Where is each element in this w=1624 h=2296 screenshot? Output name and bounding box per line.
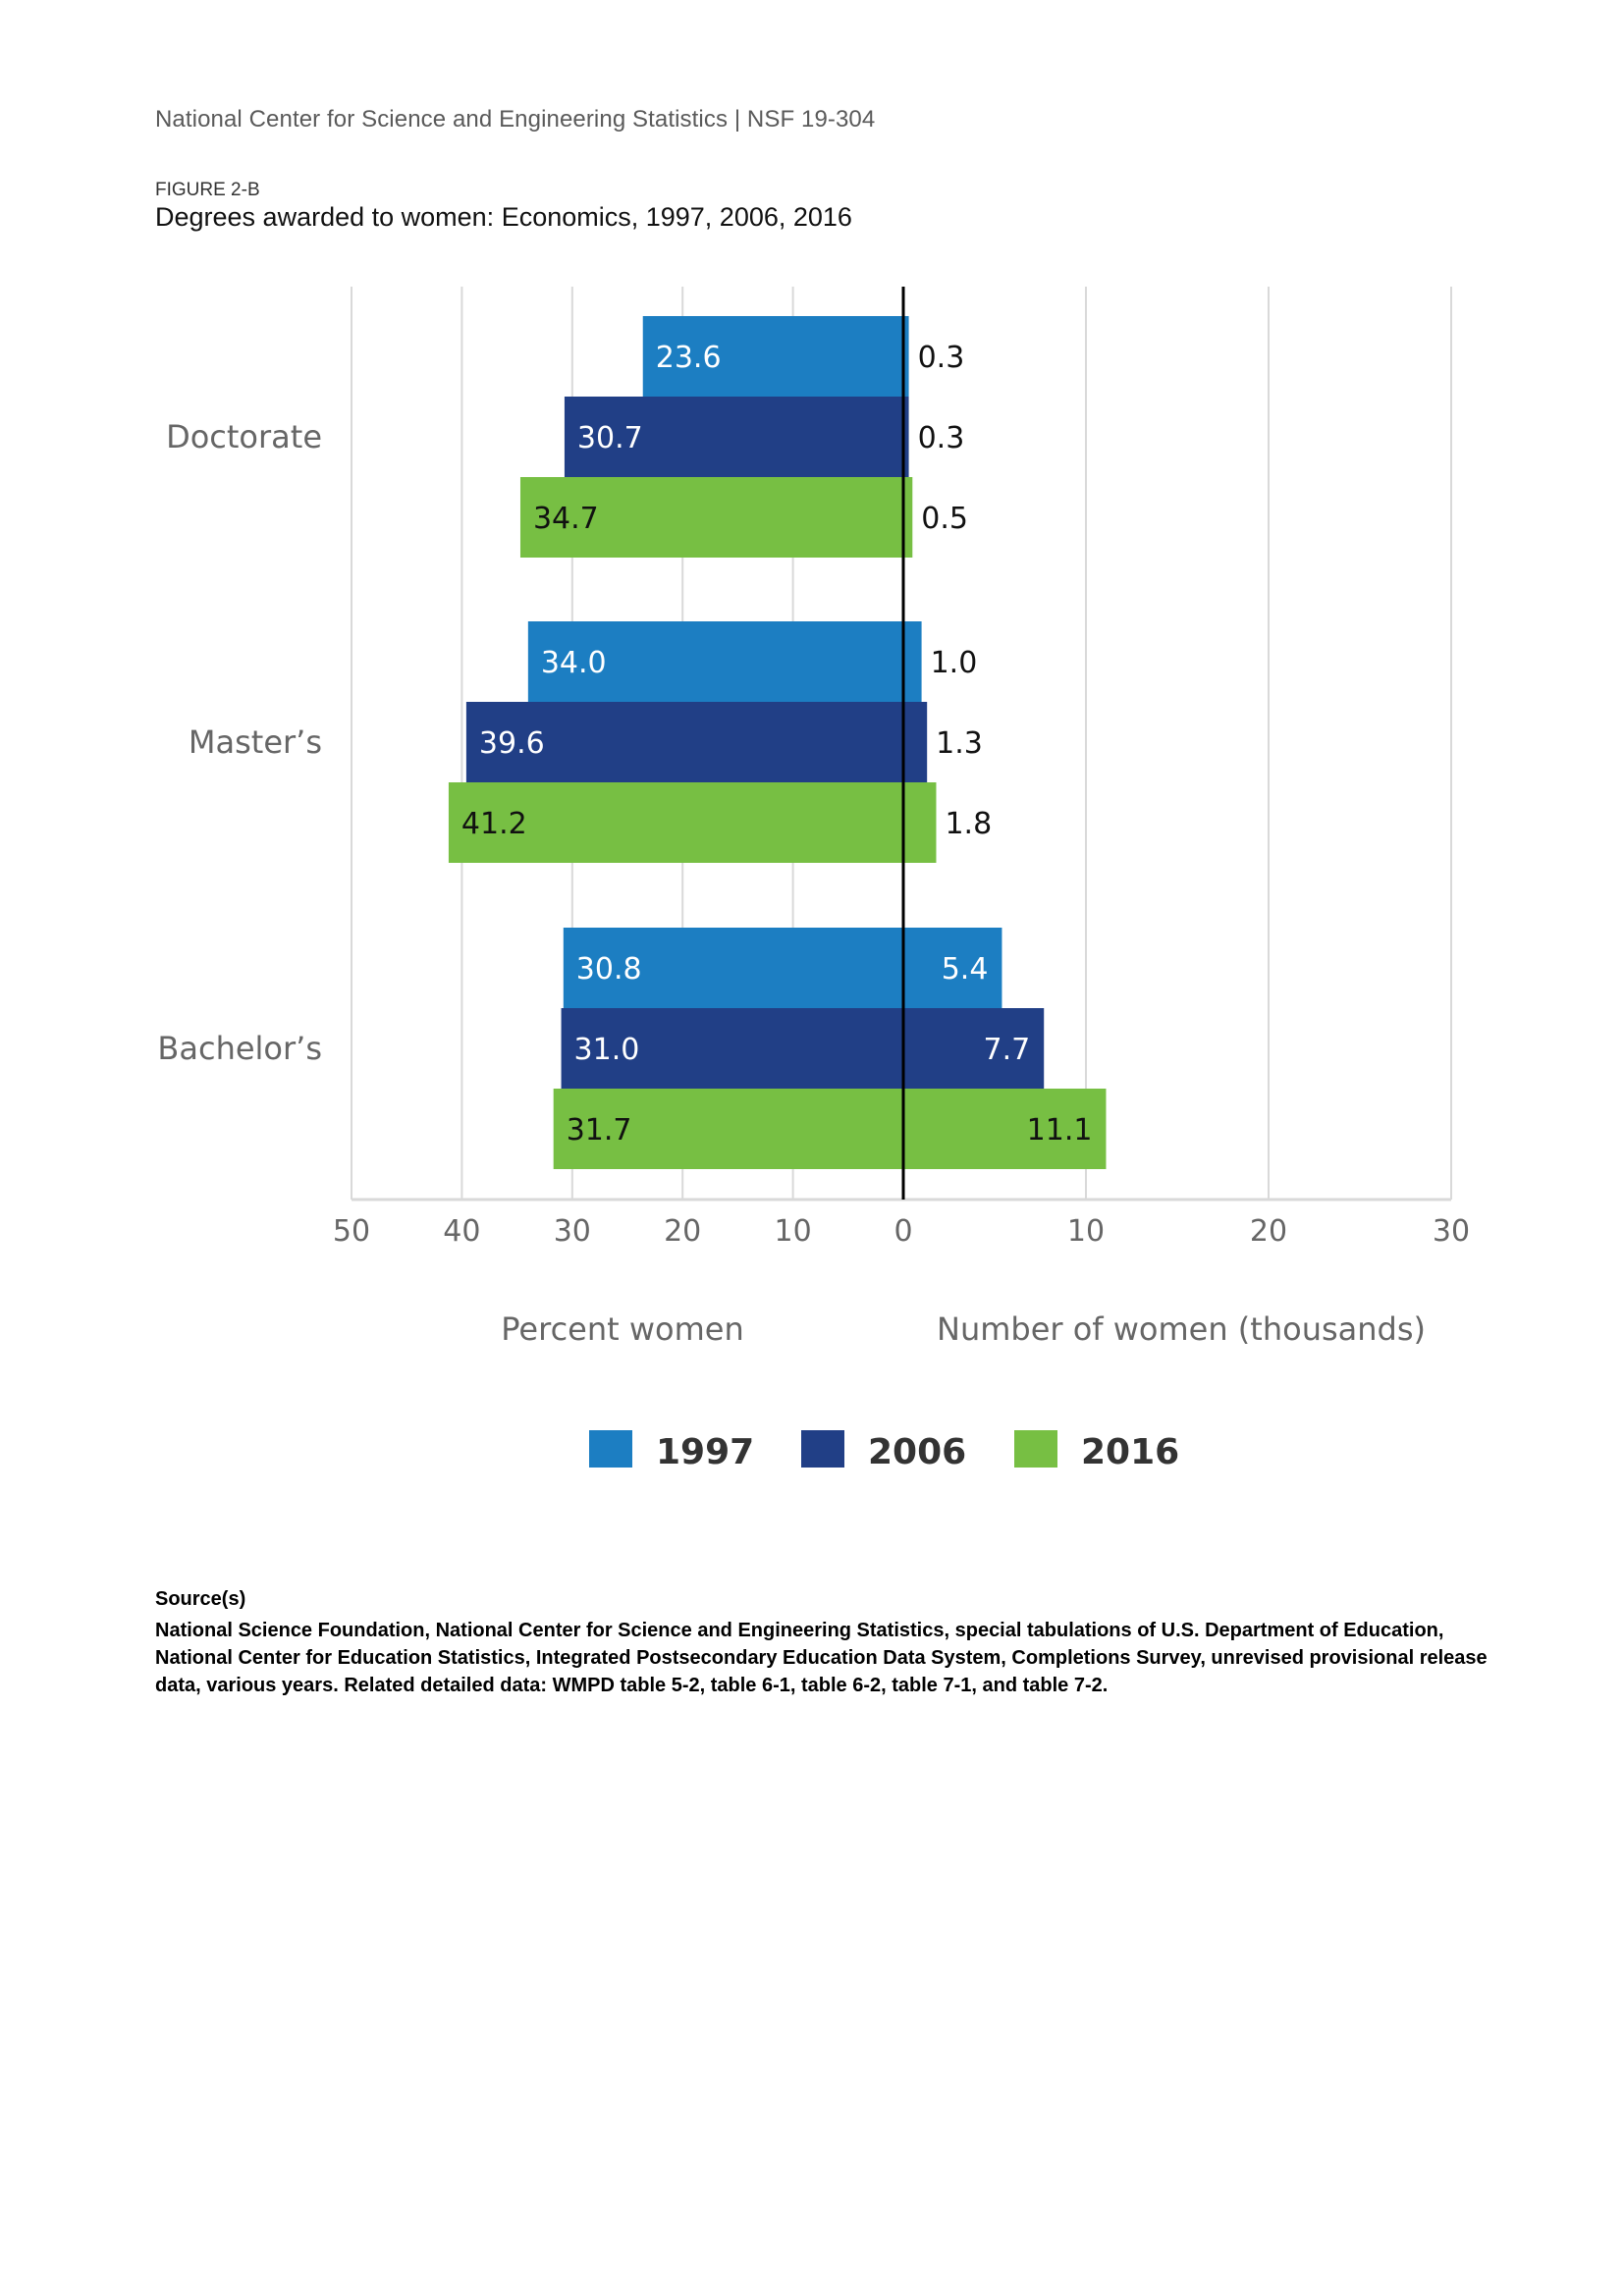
- legend-label-2006: 2006: [868, 1432, 966, 1472]
- label-percent-2006-2: 31.0: [574, 1033, 640, 1067]
- legend: 1997 2006 2016: [589, 1430, 1179, 1472]
- label-number-2016-1: 1.8: [945, 807, 992, 841]
- label-percent-2006-1: 39.6: [479, 726, 545, 761]
- legend-label-1997: 1997: [656, 1432, 754, 1472]
- bar-number-1997-2: [903, 928, 1002, 1008]
- tick-left-20: 20: [664, 1214, 701, 1249]
- axis-titles: Percent women Number of women (thousands…: [501, 1310, 1426, 1348]
- label-number-2016-0: 0.5: [921, 502, 968, 536]
- bar-percent-2006-0: [564, 397, 903, 477]
- left-axis-title: Percent women: [501, 1310, 743, 1348]
- tick-right-20: 20: [1250, 1214, 1287, 1249]
- diverging-bar-chart: 23.6 0.3 30.7 0.3 34.7 0.5 34.0 1.0 39.6 1.3 41.2 1…: [157, 287, 1470, 1472]
- bar-percent-1997-0: [642, 316, 903, 397]
- label-number-2006-0: 0.3: [918, 421, 965, 455]
- legend-label-2016: 2016: [1081, 1432, 1179, 1472]
- right-axis-title: Number of women (thousands): [937, 1310, 1426, 1348]
- bar-number-2006-2: [903, 1008, 1045, 1089]
- category-label-1: Master’s: [189, 723, 322, 761]
- bar-percent-2016-0: [519, 477, 903, 558]
- category-labels: Doctorate Master’s Bachelor’s: [157, 418, 322, 1067]
- label-percent-2006-0: 30.7: [577, 421, 643, 455]
- bar-percent-1997-1: [527, 621, 903, 702]
- bar-percent-1997-2: [563, 928, 903, 1008]
- bar-number-1997-0: [903, 316, 909, 397]
- source-heading: Source(s): [155, 1588, 246, 1610]
- tick-left-30: 30: [554, 1214, 591, 1249]
- tick-right-30: 30: [1433, 1214, 1470, 1249]
- bar-percent-2006-2: [561, 1008, 903, 1089]
- bar-number-2016-1: [903, 782, 937, 863]
- tick-right-10: 10: [1067, 1214, 1105, 1249]
- bar-number-2006-0: [903, 397, 909, 477]
- label-number-2006-1: 1.3: [936, 726, 983, 761]
- figure-label: FIGURE 2-B: [155, 180, 260, 200]
- bars: 23.6 0.3 30.7 0.3 34.7 0.5 34.0 1.0 39.6 1.3 41.2 1…: [448, 316, 1107, 1169]
- label-number-1997-1: 1.0: [931, 646, 978, 680]
- tick-left-10: 10: [775, 1214, 812, 1249]
- bar-number-2016-2: [903, 1089, 1107, 1169]
- legend-swatch-2006: [801, 1430, 844, 1468]
- bar-number-2006-1: [903, 702, 928, 782]
- label-percent-2016-1: 41.2: [461, 807, 527, 841]
- source-text: National Science Foundation, National Ce…: [155, 1620, 1488, 1696]
- label-percent-2016-2: 31.7: [567, 1113, 632, 1148]
- tick-left-50: 50: [333, 1214, 370, 1249]
- label-number-2006-2: 7.7: [984, 1033, 1031, 1067]
- figure-title: Degrees awarded to women: Economics, 199…: [155, 202, 852, 232]
- category-label-0: Doctorate: [166, 418, 322, 455]
- label-percent-1997-1: 34.0: [541, 646, 607, 680]
- report-header: National Center for Science and Engineer…: [155, 106, 876, 133]
- label-percent-1997-2: 30.8: [576, 952, 642, 987]
- bar-number-1997-1: [903, 621, 922, 702]
- tick-labels: 50 40 30 20 10 0 10 20 30: [333, 1214, 1470, 1249]
- tick-left-40: 40: [443, 1214, 480, 1249]
- label-number-1997-0: 0.3: [918, 341, 965, 375]
- label-number-1997-2: 5.4: [942, 952, 989, 987]
- label-percent-2016-0: 34.7: [533, 502, 599, 536]
- tick-left-0: 0: [893, 1214, 912, 1249]
- bar-percent-2006-1: [465, 702, 903, 782]
- bar-percent-2016-2: [553, 1089, 903, 1169]
- bar-percent-2016-1: [448, 782, 903, 863]
- bar-number-2016-0: [903, 477, 913, 558]
- label-percent-1997-0: 23.6: [656, 341, 722, 375]
- category-label-2: Bachelor’s: [157, 1030, 322, 1067]
- legend-swatch-2016: [1014, 1430, 1057, 1468]
- legend-swatch-1997: [589, 1430, 632, 1468]
- label-number-2016-2: 11.1: [1027, 1113, 1093, 1148]
